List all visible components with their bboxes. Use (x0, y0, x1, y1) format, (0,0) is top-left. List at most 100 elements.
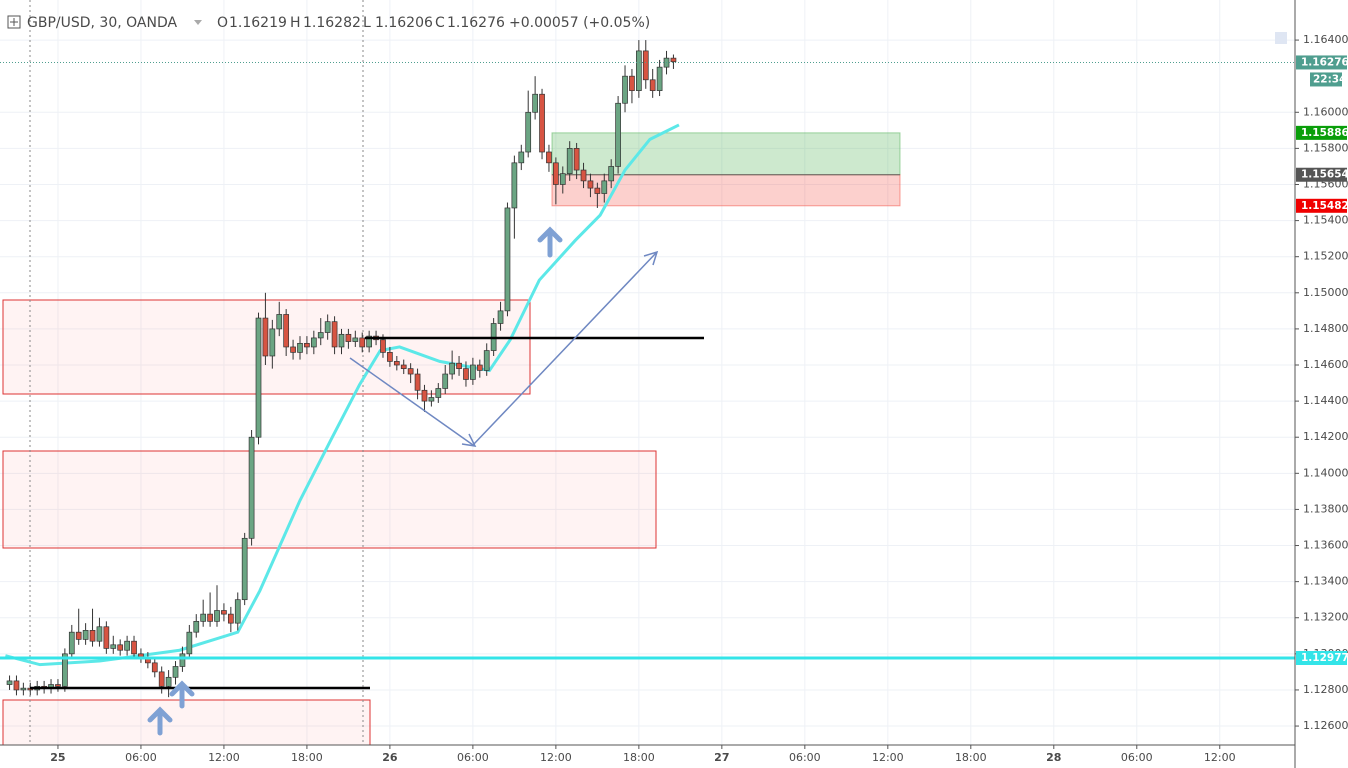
ohlc-value: 1.16219 (229, 15, 287, 31)
candle-body (55, 684, 61, 687)
y-tick-label: 1.16000 (1303, 105, 1348, 118)
candle-body (428, 397, 435, 402)
time-axis (0, 745, 1348, 768)
x-tick-label: 06:00 (789, 751, 821, 764)
expand-icon[interactable] (7, 15, 21, 29)
candle-body (310, 337, 317, 348)
candle-body (241, 537, 248, 601)
candle-body (6, 680, 13, 685)
dropdown[interactable] (194, 20, 202, 25)
candle-body (352, 337, 359, 342)
candle-body (172, 666, 179, 678)
candle-body (476, 364, 483, 371)
candle-body (497, 310, 504, 324)
position-tool (551, 132, 901, 207)
y-tick-label: 1.13400 (1303, 575, 1348, 588)
projection-arrows (349, 250, 659, 447)
candle-body (366, 335, 373, 348)
candle-body (629, 75, 635, 91)
candle-body (193, 620, 200, 633)
candle-body (276, 314, 283, 330)
candle-body (110, 644, 117, 649)
y-tick-label: 1.15000 (1303, 286, 1348, 299)
candle-body (262, 317, 269, 357)
candle-body (553, 162, 559, 185)
y-tick-label: 1.14800 (1303, 322, 1348, 335)
candle-body (393, 361, 400, 366)
countdown-bg (1310, 72, 1342, 87)
ohlc-key: L (363, 15, 371, 31)
plot (0, 40, 1295, 698)
candle-body (587, 180, 594, 189)
x-tick-label: 27 (714, 751, 729, 764)
candle-body (317, 332, 324, 339)
zone (2, 699, 371, 751)
candle-body (283, 314, 290, 348)
x-tick-label: 12:00 (208, 751, 240, 764)
candle-body (89, 630, 96, 642)
y-tick-label: 1.15200 (1303, 250, 1348, 263)
add-button[interactable] (1275, 32, 1287, 44)
y-tick-label: 1.13200 (1303, 611, 1348, 624)
signal-arrows (147, 226, 563, 736)
candle-body (546, 151, 552, 164)
x-tick-label: 28 (1046, 751, 1061, 764)
candle-body (338, 333, 345, 348)
candle-body (297, 342, 303, 353)
candle-body (117, 644, 124, 651)
candle-body (131, 640, 137, 655)
candle-body (186, 631, 193, 655)
ohlc-value: 1.16206 (375, 15, 433, 31)
candle-body (559, 173, 566, 185)
candle-body (151, 662, 158, 673)
candle-body (380, 339, 386, 353)
last-price-badge: 1.16276 (1301, 56, 1348, 68)
candle-body (456, 362, 462, 369)
symbol[interactable]: GBP/USD, 30, OANDA (27, 15, 177, 31)
position-badge-bg (1296, 125, 1347, 140)
candle-body (421, 389, 428, 402)
axes: 1.164001.160001.158001.156001.154001.152… (50, 33, 1348, 764)
candle-body (656, 66, 663, 91)
x-tick-label: 12:00 (1204, 751, 1236, 764)
candle-body (566, 148, 573, 175)
candle-body (649, 79, 656, 91)
candle-body (290, 346, 296, 353)
y-tick-label: 1.15400 (1303, 214, 1348, 227)
candle-body (532, 93, 538, 113)
last-price-badge-bg (1296, 55, 1347, 70)
x-tick-label: 12:00 (872, 751, 904, 764)
x-tick-label: 25 (50, 751, 65, 764)
hline-badge-bg (1296, 650, 1347, 665)
candle-body (20, 687, 27, 691)
y-tick-label: 1.16400 (1303, 33, 1348, 46)
candle-body (269, 328, 276, 357)
position-badge: 1.15886 (1301, 127, 1348, 139)
candle-body (400, 364, 407, 369)
y-tick-label: 1.12600 (1303, 719, 1348, 732)
candle-body (68, 631, 75, 655)
candle-body (622, 75, 628, 104)
candle-body (179, 653, 186, 667)
candle-body (387, 352, 393, 362)
candle-body (539, 93, 545, 153)
candle-body (608, 166, 615, 182)
candle-body (642, 50, 649, 81)
ohlc-value: 1.16282 (303, 15, 361, 31)
candle-body (165, 676, 172, 687)
x-tick-label: 06:00 (125, 751, 157, 764)
x-tick-label: 06:00 (1121, 751, 1153, 764)
candle-body (580, 169, 587, 182)
candle-body (13, 680, 20, 691)
x-tick-label: 18:00 (623, 751, 655, 764)
y-tick-label: 1.12800 (1303, 683, 1348, 696)
candle-body (200, 613, 207, 622)
y-tick-label: 1.15800 (1303, 141, 1348, 154)
candle-body (636, 50, 642, 91)
candle-body (518, 151, 525, 164)
candle-body (470, 364, 476, 380)
candle-body (525, 111, 532, 153)
candle-body (573, 148, 580, 171)
position-badge-bg (1296, 167, 1347, 182)
